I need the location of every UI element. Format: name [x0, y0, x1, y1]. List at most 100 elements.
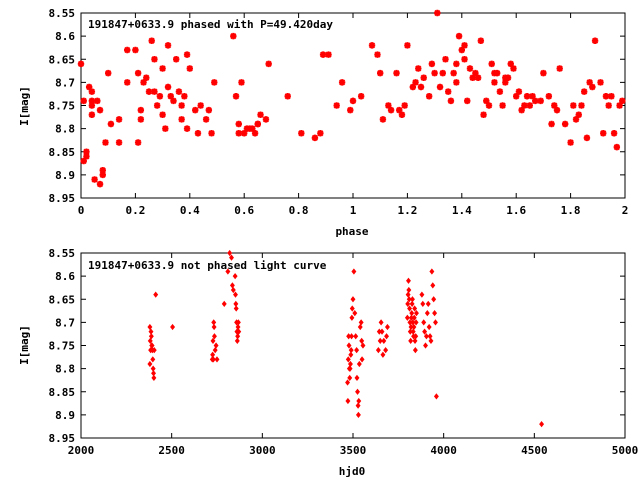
data-point: [461, 56, 468, 63]
data-point: [556, 65, 563, 72]
data-point: [408, 337, 414, 344]
data-point: [347, 374, 353, 381]
data-point: [453, 60, 460, 68]
x-tick-label: 1.4: [452, 204, 472, 217]
data-point: [164, 42, 172, 49]
x-tick-label: 0.6: [234, 204, 254, 217]
data-point: [262, 116, 270, 123]
x-tick-label: 2: [622, 204, 629, 217]
data-point: [513, 93, 520, 100]
data-point: [143, 74, 150, 81]
unphased-data-points: [147, 249, 545, 428]
data-point: [410, 296, 415, 303]
data-point: [411, 314, 417, 321]
data-point: [360, 342, 366, 349]
data-point: [148, 333, 154, 340]
data-point: [597, 79, 604, 86]
x-tick-label: 2500: [158, 444, 185, 457]
data-point: [409, 83, 417, 91]
data-point: [404, 42, 411, 49]
data-point: [412, 305, 418, 312]
data-point: [214, 356, 220, 363]
data-point: [436, 83, 444, 91]
data-point: [150, 356, 156, 363]
data-point: [178, 102, 185, 109]
data-point: [325, 51, 332, 58]
data-point: [485, 102, 493, 109]
x-tick-label: 0: [78, 204, 85, 217]
data-point: [137, 116, 145, 123]
data-point: [132, 46, 139, 54]
data-point: [561, 120, 569, 128]
phased-light-curve-panel: 191847+0633.9 phased with P=49.420day ph…: [18, 7, 628, 238]
data-point: [461, 42, 468, 49]
data-point: [151, 56, 158, 63]
y-tick-label: 8.85: [49, 146, 76, 159]
data-point: [347, 360, 353, 368]
data-point: [583, 134, 591, 142]
unphased-chart-title: 191847+0633.9 not phased light curve: [88, 259, 327, 272]
data-point: [406, 286, 412, 294]
x-tick-label: 0.2: [125, 204, 145, 217]
data-point: [510, 65, 517, 72]
data-point: [410, 319, 416, 326]
data-point: [442, 56, 449, 63]
data-point: [405, 291, 411, 298]
data-point: [311, 134, 319, 142]
data-point: [183, 51, 191, 58]
data-point: [356, 397, 362, 405]
y-tick-label: 8.55: [49, 247, 76, 260]
data-point: [469, 74, 476, 81]
data-point: [178, 116, 185, 123]
data-point: [147, 360, 153, 368]
x-tick-label: 4500: [521, 444, 548, 457]
data-point: [148, 328, 154, 335]
data-point: [355, 411, 361, 418]
data-point: [205, 106, 213, 114]
data-point: [151, 374, 157, 381]
data-point: [83, 153, 90, 160]
data-point: [398, 111, 406, 118]
data-point: [439, 69, 446, 77]
data-point: [384, 323, 390, 331]
data-point: [502, 79, 509, 86]
data-point: [553, 106, 561, 114]
data-point: [88, 97, 96, 105]
data-point: [474, 74, 482, 81]
data-point: [96, 106, 104, 114]
data-point: [353, 333, 359, 340]
data-point: [254, 120, 261, 128]
data-point: [521, 102, 528, 109]
data-point: [99, 171, 106, 179]
data-point: [380, 351, 386, 358]
data-point: [424, 310, 430, 317]
data-point: [85, 83, 93, 91]
data-point: [230, 32, 237, 40]
data-point: [350, 296, 356, 303]
data-point: [477, 37, 485, 44]
data-point: [434, 9, 441, 17]
data-point: [225, 268, 231, 275]
data-point: [229, 282, 235, 289]
phased-plot-frame: [80, 12, 626, 199]
data-point: [405, 300, 411, 307]
unphased-light-curve-panel: 191847+0633.9 not phased light curve hjd…: [18, 247, 638, 478]
data-point: [429, 268, 435, 275]
data-point: [423, 333, 429, 340]
data-point: [251, 130, 259, 137]
data-point: [551, 102, 558, 109]
data-point: [608, 93, 615, 100]
data-point: [151, 347, 157, 354]
data-point: [431, 69, 438, 77]
data-point: [355, 388, 360, 395]
data-point: [413, 333, 419, 340]
data-point: [227, 249, 233, 257]
y-tick-label: 8.95: [49, 432, 76, 445]
data-point: [493, 69, 501, 77]
data-point: [384, 333, 390, 340]
unphased-ticks: 2000 2500 3000 3500 4000 4500 5000 8.55 8.6 8.65 8…: [49, 247, 639, 457]
data-point: [414, 310, 419, 317]
data-point: [192, 106, 199, 114]
x-tick-label: 0.4: [180, 204, 200, 217]
data-point: [453, 79, 460, 86]
